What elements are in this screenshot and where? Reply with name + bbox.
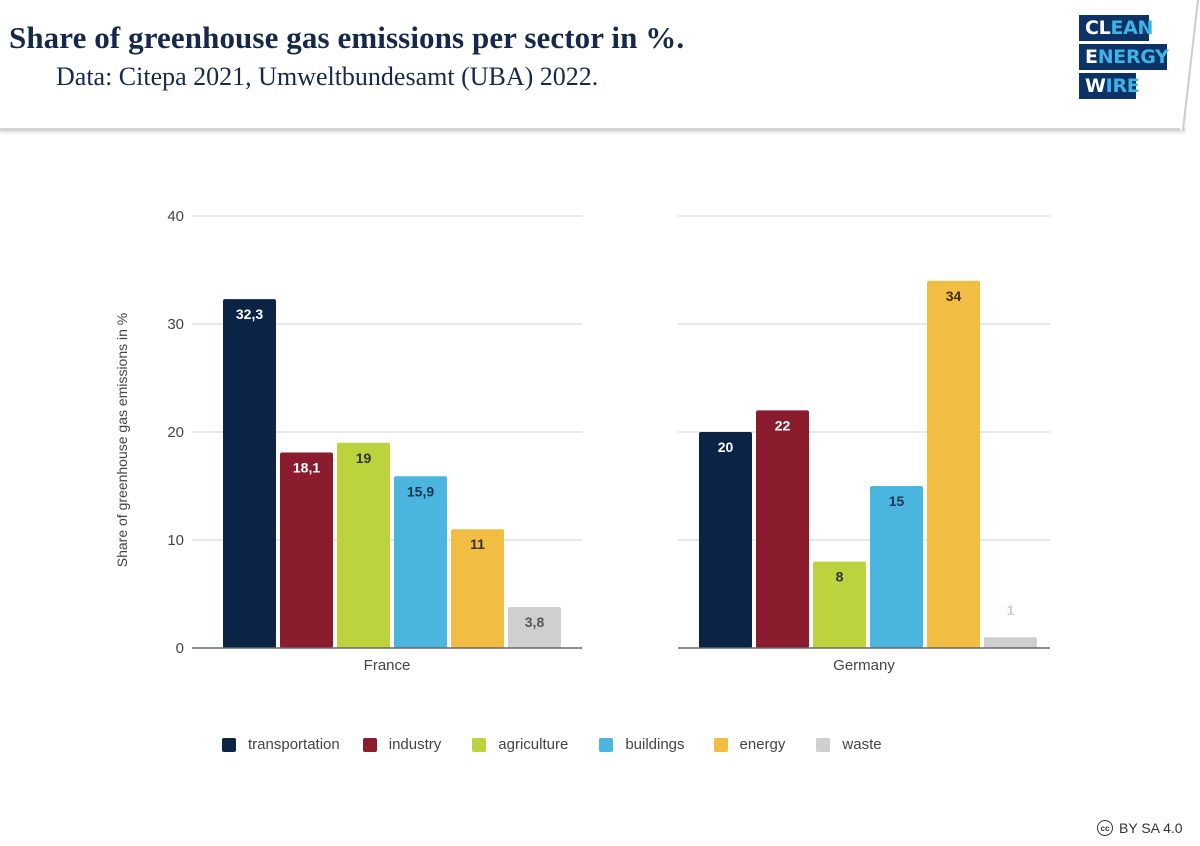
- data-label: 8: [836, 569, 844, 585]
- data-label: 32,3: [236, 306, 263, 322]
- legend-item-industry: industry: [362, 736, 442, 753]
- data-label: 22: [775, 417, 791, 433]
- y-tick-label: 20: [167, 424, 184, 441]
- bar-france-energy: [451, 529, 504, 648]
- legend-label: agriculture: [498, 736, 569, 753]
- legend-label: waste: [842, 736, 882, 753]
- data-label: 19: [356, 450, 372, 466]
- legend-swatch: [362, 737, 377, 752]
- header-edge: [1180, 0, 1200, 131]
- bar-france-transportation: [223, 299, 276, 648]
- bar-germany-buildings: [870, 486, 923, 648]
- logo-line-wire: WIRE: [1079, 73, 1140, 99]
- bar-germany-agriculture: [813, 561, 866, 648]
- logo-line-energy: ENERGY: [1079, 44, 1169, 70]
- license-text: BY SA 4.0: [1119, 820, 1183, 836]
- y-axis-label: Share of greenhouse gas emissions in %: [114, 313, 130, 567]
- legend-label: energy: [739, 736, 786, 753]
- bar-france-buildings: [394, 476, 447, 648]
- legend-swatch: [713, 737, 728, 752]
- legend: transportation industry agriculture buildin…: [222, 736, 905, 753]
- chart-subtitle: Data: Citepa 2021, Umweltbundesamt (UBA)…: [56, 62, 599, 91]
- legend-swatch: [816, 737, 831, 752]
- data-label: 20: [718, 439, 734, 455]
- bar-germany-industry: [756, 410, 809, 648]
- data-label: 1: [1007, 602, 1015, 618]
- bar-germany-transportation: [699, 432, 752, 648]
- logo-line-clean: CLEAN: [1079, 15, 1153, 41]
- legend-label: buildings: [625, 736, 685, 753]
- chart-title: Share of greenhouse gas emissions per se…: [9, 20, 685, 55]
- legend-swatch: [222, 737, 236, 752]
- data-label: 18,1: [293, 460, 320, 476]
- legend-item-energy: energy: [713, 736, 786, 753]
- data-label: 15: [889, 493, 905, 509]
- bar-germany-energy: [927, 280, 980, 648]
- bar-france-industry: [280, 452, 333, 648]
- legend-item-transportation: transportation: [222, 736, 340, 753]
- y-tick-label: 0: [176, 640, 184, 657]
- legend-label: transportation: [248, 736, 340, 753]
- y-tick-label: 40: [167, 208, 184, 225]
- data-label: 15,9: [407, 483, 434, 499]
- bar-germany-waste: [984, 637, 1037, 648]
- clean-energy-wire-logo: CLEAN ENERGY WIRE: [1079, 15, 1169, 102]
- y-tick-label: 30: [167, 316, 184, 333]
- header-band: [0, 0, 1185, 131]
- data-label: 3,8: [525, 614, 545, 630]
- legend-item-waste: waste: [816, 736, 882, 753]
- legend-swatch: [599, 737, 614, 752]
- cc-icon: cc: [1097, 820, 1113, 836]
- category-label-france: France: [364, 657, 411, 674]
- category-label-germany: Germany: [833, 657, 895, 674]
- legend-item-buildings: buildings: [599, 736, 685, 753]
- legend-swatch: [472, 737, 487, 752]
- data-label: 11: [470, 536, 485, 552]
- data-label: 34: [946, 288, 962, 304]
- legend-item-agriculture: agriculture: [472, 736, 568, 753]
- legend-label: industry: [388, 736, 442, 753]
- license: cc BY SA 4.0: [1097, 820, 1183, 836]
- bar-france-agriculture: [337, 442, 390, 648]
- y-tick-label: 10: [167, 532, 184, 549]
- bar-france-waste: [508, 606, 561, 648]
